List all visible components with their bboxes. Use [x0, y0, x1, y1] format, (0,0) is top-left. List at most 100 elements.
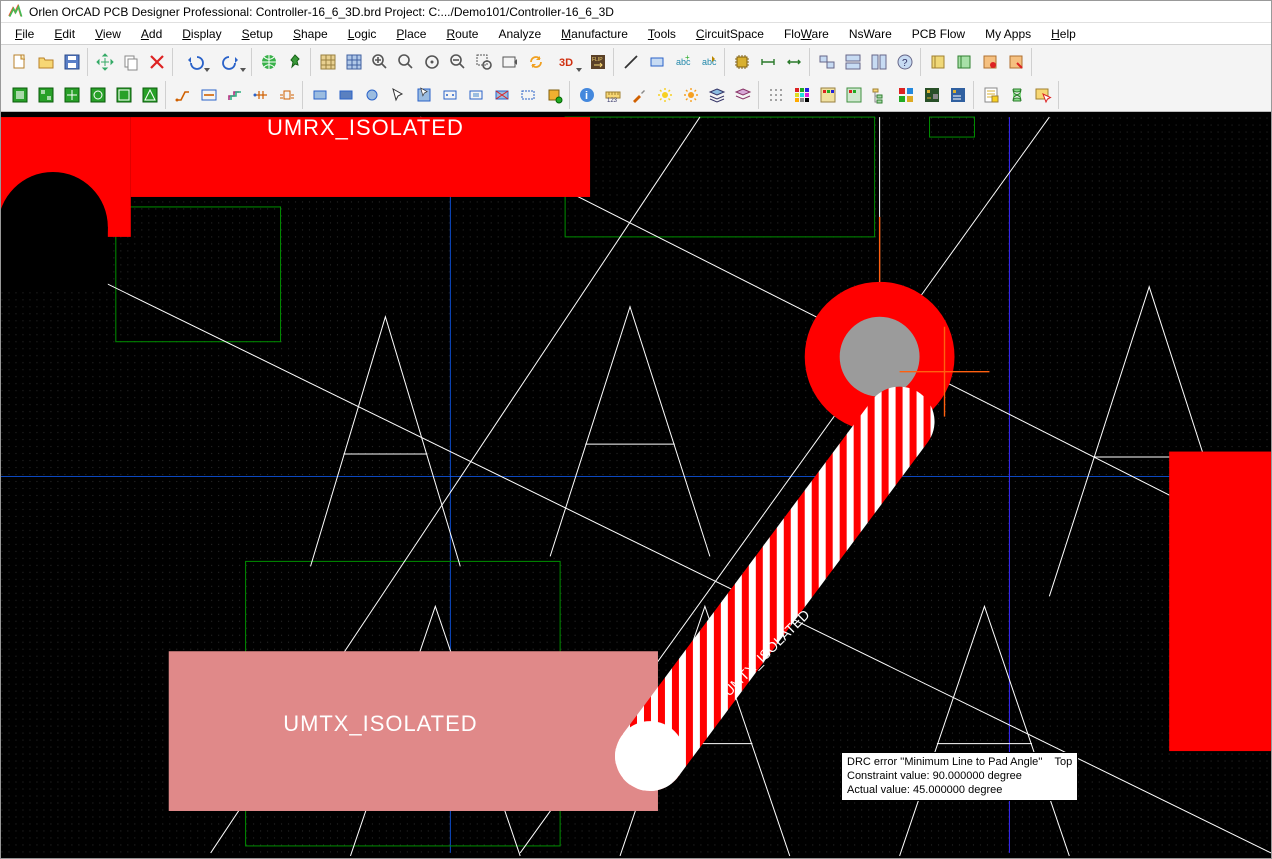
green-tool-3-button[interactable]	[60, 83, 84, 107]
shape-pickpoly-button[interactable]	[412, 83, 436, 107]
bookmark-1-button[interactable]	[926, 50, 950, 74]
menu-floware[interactable]: FloWare	[774, 25, 839, 43]
zoom-fit-button[interactable]	[394, 50, 418, 74]
bookmark-3-button[interactable]	[978, 50, 1002, 74]
open-file-button[interactable]	[34, 50, 58, 74]
green-tool-2-button[interactable]	[34, 83, 58, 107]
route-bus-button[interactable]	[275, 83, 299, 107]
layers-button[interactable]	[705, 83, 729, 107]
shape-edit-2-button[interactable]	[464, 83, 488, 107]
menu-route[interactable]: Route	[436, 25, 488, 43]
pcb-preview-1-button[interactable]	[920, 83, 944, 107]
shape-void-button[interactable]	[516, 83, 540, 107]
shape-delete-button[interactable]	[490, 83, 514, 107]
svg-text:?: ?	[902, 58, 908, 69]
menu-tools[interactable]: Tools	[638, 25, 686, 43]
3d-view-button[interactable]: 3D	[550, 50, 584, 74]
menu-edit[interactable]: Edit	[44, 25, 85, 43]
pcb-preview-2-button[interactable]	[946, 83, 970, 107]
menu-circuitspace[interactable]: CircuitSpace	[686, 25, 774, 43]
green-tool-4-button[interactable]	[86, 83, 110, 107]
shape-select-button[interactable]	[386, 83, 410, 107]
palette-1-button[interactable]	[816, 83, 840, 107]
tree-view-button[interactable]	[868, 83, 892, 107]
menu-file[interactable]: File	[5, 25, 44, 43]
move-button[interactable]	[93, 50, 117, 74]
layers-alt-button[interactable]	[731, 83, 755, 107]
grid-yellow-button[interactable]	[316, 50, 340, 74]
menu-help[interactable]: Help	[1041, 25, 1086, 43]
hourglass-button[interactable]	[1005, 83, 1029, 107]
copy-button[interactable]	[119, 50, 143, 74]
menu-view[interactable]: View	[85, 25, 131, 43]
edit-text-button[interactable]: abc	[697, 50, 721, 74]
dim-h-button[interactable]	[756, 50, 780, 74]
place-component-button[interactable]	[730, 50, 754, 74]
shape-component-button[interactable]	[542, 83, 566, 107]
help-button[interactable]: ?	[893, 50, 917, 74]
bookmark-2-button[interactable]	[952, 50, 976, 74]
windows-htile-button[interactable]	[841, 50, 865, 74]
route-via-button[interactable]	[249, 83, 273, 107]
menu-logic[interactable]: Logic	[338, 25, 387, 43]
flip-button[interactable]: FLIP	[586, 50, 610, 74]
shape-rect-button[interactable]	[308, 83, 332, 107]
zoom-out-button[interactable]	[446, 50, 470, 74]
dots-grid-button[interactable]	[764, 83, 788, 107]
menu-setup[interactable]: Setup	[232, 25, 283, 43]
multicolor-button[interactable]	[894, 83, 918, 107]
globe-button[interactable]	[257, 50, 281, 74]
green-tool-5-button[interactable]	[112, 83, 136, 107]
delete-button[interactable]	[145, 50, 169, 74]
menu-shape[interactable]: Shape	[283, 25, 338, 43]
menu-my-apps[interactable]: My Apps	[975, 25, 1041, 43]
add-rect-button[interactable]	[645, 50, 669, 74]
redo-button[interactable]	[214, 50, 248, 74]
menu-analyze[interactable]: Analyze	[488, 25, 551, 43]
route-diff-button[interactable]	[223, 83, 247, 107]
zoom-select-button[interactable]	[472, 50, 496, 74]
windows-vtile-button[interactable]	[867, 50, 891, 74]
menu-add[interactable]: Add	[131, 25, 172, 43]
new-file-button[interactable]	[8, 50, 32, 74]
green-tool-6-button[interactable]	[138, 83, 162, 107]
info-button[interactable]: i	[575, 83, 599, 107]
shape-circle-button[interactable]	[360, 83, 384, 107]
zoom-center-button[interactable]	[420, 50, 444, 74]
route-connect-button[interactable]	[171, 83, 195, 107]
menu-display[interactable]: Display	[172, 25, 231, 43]
brightness-up-button[interactable]	[653, 83, 677, 107]
zoom-prev-button[interactable]	[498, 50, 522, 74]
bookmark-4-button[interactable]	[1004, 50, 1028, 74]
color-grid-button[interactable]	[790, 83, 814, 107]
menu-place[interactable]: Place	[386, 25, 436, 43]
dim-v-button[interactable]	[782, 50, 806, 74]
svg-text:+: +	[685, 53, 690, 62]
shape-edit-1-button[interactable]	[438, 83, 462, 107]
report-button[interactable]	[979, 83, 1003, 107]
zoom-in-button[interactable]	[368, 50, 392, 74]
refresh-button[interactable]	[524, 50, 548, 74]
route-slide-button[interactable]	[197, 83, 221, 107]
grid-blue-button[interactable]	[342, 50, 366, 74]
menu-pcb-flow[interactable]: PCB Flow	[902, 25, 975, 43]
pcb-canvas[interactable]: UMRX_ISOLATEDUMTX_ISOLATEDUMTX_ISOLATED …	[1, 112, 1271, 858]
pick-button[interactable]	[1031, 83, 1055, 107]
undo-button[interactable]	[178, 50, 212, 74]
windows-cascade-button[interactable]	[815, 50, 839, 74]
brightness-down-button[interactable]	[679, 83, 703, 107]
svg-text:i: i	[585, 90, 588, 102]
palette-2-button[interactable]	[842, 83, 866, 107]
save-file-button[interactable]	[60, 50, 84, 74]
menu-nsware[interactable]: NsWare	[839, 25, 902, 43]
shape-rect-fill-button[interactable]	[334, 83, 358, 107]
svg-text:3D: 3D	[559, 57, 573, 69]
add-line-button[interactable]	[619, 50, 643, 74]
add-text-button[interactable]: abc+	[671, 50, 695, 74]
measure-button[interactable]: 123	[601, 83, 625, 107]
window-title: Orlen OrCAD PCB Designer Professional: C…	[29, 5, 614, 19]
menu-manufacture[interactable]: Manufacture	[551, 25, 638, 43]
highlight-button[interactable]	[627, 83, 651, 107]
pin-button[interactable]	[283, 50, 307, 74]
green-tool-1-button[interactable]	[8, 83, 32, 107]
